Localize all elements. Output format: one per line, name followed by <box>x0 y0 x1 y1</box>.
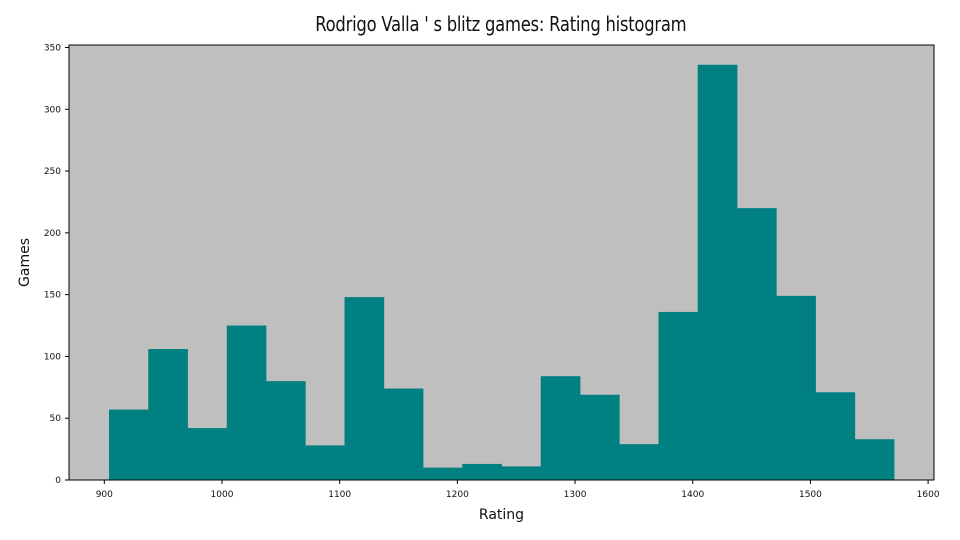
histogram-bar <box>580 394 620 480</box>
histogram-bar <box>109 409 149 480</box>
x-tick-label: 1100 <box>328 490 351 500</box>
x-tick-label: 1200 <box>446 490 469 500</box>
chart-title: Rodrigo Valla ' s blitz games: Rating hi… <box>315 12 687 36</box>
histogram-bar <box>344 297 385 480</box>
histogram-bar <box>226 325 267 480</box>
y-tick-label: 50 <box>50 414 62 424</box>
y-tick-label: 0 <box>55 476 61 486</box>
y-tick-label: 150 <box>44 291 61 301</box>
histogram-bar <box>658 311 699 480</box>
histogram-bar <box>815 392 856 480</box>
histogram-bar <box>736 208 777 481</box>
histogram-bar <box>187 428 228 480</box>
x-tick-label: 1300 <box>564 490 587 500</box>
y-axis-label: Games <box>17 238 33 287</box>
histogram-bar <box>619 444 659 480</box>
x-axis: 900 1000 1100 1200 1300 1400 1500 1600 <box>96 480 940 500</box>
x-tick-label: 900 <box>96 490 113 500</box>
x-tick-label: 1600 <box>917 490 940 500</box>
histogram-bar <box>697 64 738 481</box>
histogram-bar <box>540 376 581 480</box>
y-tick-label: 250 <box>44 167 61 177</box>
histogram-bar <box>305 445 345 480</box>
x-tick-label: 1400 <box>681 490 704 500</box>
y-tick-label: 350 <box>44 43 61 53</box>
x-axis-label: Rating <box>479 507 524 523</box>
y-axis: 0 50 100 150 200 250 300 350 <box>44 43 69 486</box>
y-tick-label: 300 <box>44 105 61 115</box>
histogram-bar <box>383 388 424 480</box>
plot-frame <box>68 44 935 481</box>
histogram-bar <box>423 467 463 480</box>
x-tick-label: 1000 <box>211 490 234 500</box>
bars-group <box>109 64 895 481</box>
histogram-bar <box>148 349 188 480</box>
histogram-bar <box>854 439 895 480</box>
y-tick-label: 200 <box>44 229 61 239</box>
histogram-bar <box>501 466 542 480</box>
histogram-bar <box>266 381 306 480</box>
histogram-bar <box>776 295 816 480</box>
histogram-bar <box>462 463 502 480</box>
x-tick-label: 1500 <box>799 490 822 500</box>
y-tick-label: 100 <box>44 352 61 362</box>
